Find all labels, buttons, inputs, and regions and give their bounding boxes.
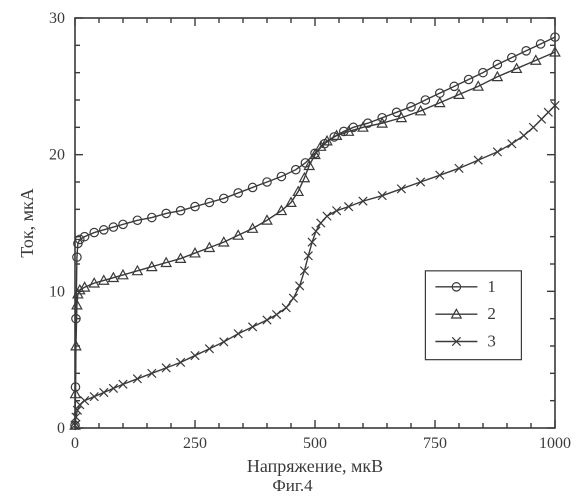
- y-tick-label: 20: [49, 147, 65, 164]
- y-axis-label: Ток, мкА: [17, 188, 37, 258]
- y-tick-label: 30: [49, 10, 65, 27]
- series-1: [71, 33, 559, 430]
- x-axis-label: Напряжение, мкВ: [247, 456, 383, 476]
- series-2: [70, 47, 560, 429]
- x-tick-label: 250: [183, 435, 207, 452]
- legend-label: 2: [487, 304, 496, 323]
- x-tick-label: 0: [71, 435, 79, 452]
- y-tick-label: 0: [57, 420, 65, 437]
- x-axis: 0 250 500 750 1000 Напряжение, мкВ: [71, 18, 571, 476]
- x-tick-label: 750: [423, 435, 447, 452]
- x-tick-label: 500: [303, 435, 327, 452]
- x-tick-label: 1000: [539, 435, 571, 452]
- legend-label: 1: [487, 277, 496, 296]
- plot-frame: [75, 18, 555, 428]
- series-line: [75, 37, 555, 425]
- chart-figure: 0 250 500 750 1000 Напряжение, мкВ 0 10 20 30 Ток,…: [0, 0, 585, 500]
- chart-svg: 0 250 500 750 1000 Напряжение, мкВ 0 10 20 30 Ток,…: [0, 0, 585, 500]
- figure-caption: Фиг.4: [0, 476, 585, 496]
- legend: 1 2 3: [425, 271, 521, 360]
- y-axis: 0 10 20 30 Ток, мкА: [17, 10, 555, 437]
- y-tick-label: 10: [49, 283, 65, 300]
- legend-label: 3: [487, 332, 496, 351]
